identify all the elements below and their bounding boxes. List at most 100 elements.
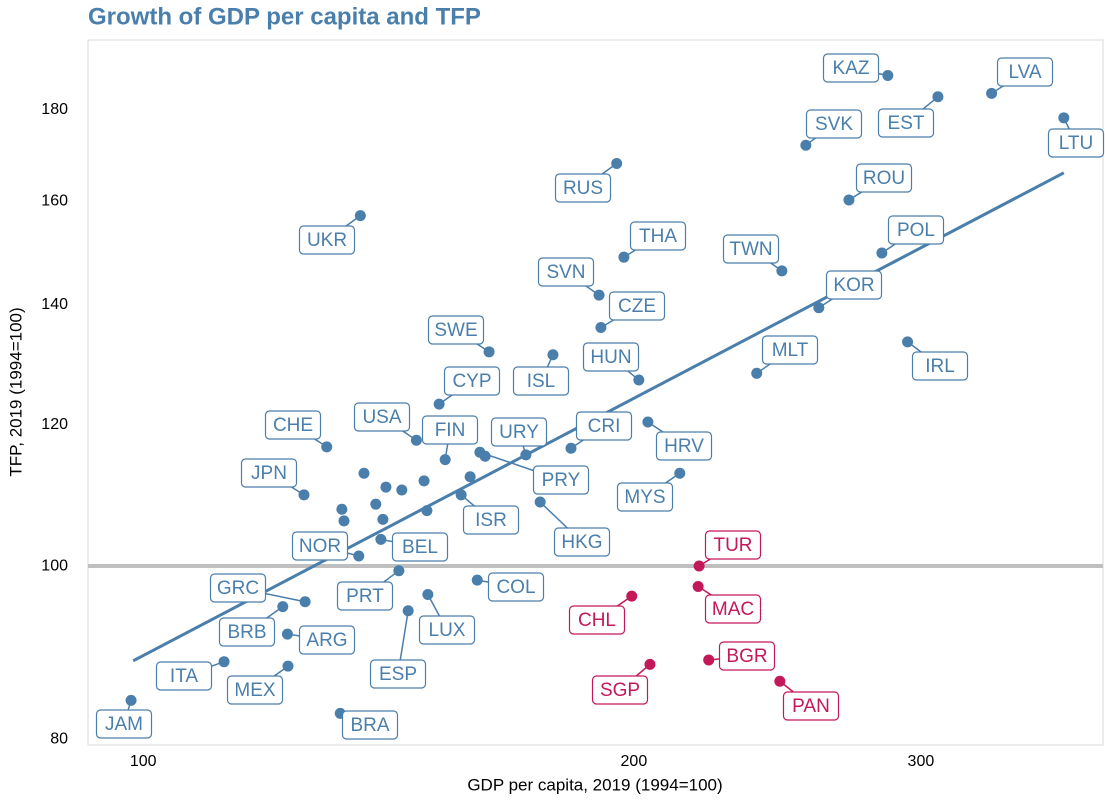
point-label: CHE: [273, 415, 313, 436]
x-tick-label: 100: [130, 753, 157, 770]
point-label: GRC: [217, 578, 259, 599]
point-label: RUS: [563, 178, 603, 199]
point-label: HUN: [590, 347, 631, 368]
label-box: [462, 505, 520, 535]
point: [693, 560, 705, 572]
point-label: FIN: [435, 420, 466, 441]
label-box: [512, 366, 570, 396]
point: [611, 158, 623, 170]
label-box: [218, 617, 276, 647]
point-label: LVA: [1008, 62, 1041, 83]
point-label: ARG: [306, 630, 347, 651]
label-box: [421, 415, 479, 445]
point-label: KAZ: [833, 58, 870, 79]
point: [633, 374, 645, 386]
x-axis-label: GDP per capita, 2019 (1994=100): [467, 775, 722, 794]
point: [565, 442, 577, 454]
point-label: MLT: [772, 340, 809, 361]
point-label: THA: [639, 226, 677, 247]
point-label: BRA: [350, 715, 389, 736]
point: [618, 251, 630, 263]
label-box: [537, 257, 595, 287]
point-label: NOR: [299, 536, 341, 557]
label-box: [655, 431, 713, 461]
point-label: KOR: [833, 275, 874, 296]
y-tick-label: 140: [41, 296, 68, 313]
point-label: LUX: [429, 620, 466, 641]
point: [644, 658, 656, 670]
point-label: BGR: [726, 646, 767, 667]
label-box: [226, 675, 284, 705]
label-box: [353, 402, 411, 432]
point: [876, 247, 888, 259]
label-box: [1047, 128, 1105, 158]
point-label: POL: [897, 220, 935, 241]
label-box: [996, 57, 1054, 87]
point: [751, 367, 763, 379]
label-box: [553, 527, 611, 557]
point-label: SVK: [815, 114, 853, 135]
point: [455, 489, 467, 501]
label-box: [616, 482, 674, 512]
point: [882, 69, 894, 81]
point: [813, 302, 825, 314]
point-label: MEX: [234, 680, 276, 701]
label-box: [722, 234, 780, 264]
point: [843, 194, 855, 206]
point: [474, 446, 486, 458]
point: [439, 454, 451, 466]
point: [471, 574, 483, 586]
label-box: [718, 641, 776, 671]
label-box: [264, 410, 322, 440]
point-label: EST: [888, 113, 925, 134]
chart-title: Growth of GDP per capita and TFP: [88, 3, 481, 30]
y-tick-label: 180: [41, 101, 68, 118]
y-tick-label: 100: [41, 557, 68, 574]
point: [902, 336, 914, 348]
point: [800, 139, 812, 151]
label-box: [341, 710, 399, 740]
point: [354, 210, 366, 222]
point-label: CRI: [588, 416, 621, 437]
point: [674, 467, 686, 479]
point-label: SWE: [434, 320, 477, 341]
point: [358, 467, 370, 479]
label-box: [490, 417, 548, 447]
point: [433, 398, 445, 410]
point-label: ROU: [863, 168, 905, 189]
label-box: [298, 225, 356, 255]
point: [336, 503, 348, 515]
point: [418, 475, 430, 487]
label-box: [887, 215, 945, 245]
point: [377, 513, 389, 525]
point-label: PRT: [346, 586, 384, 607]
label-box: [782, 691, 840, 721]
label-box: [629, 221, 687, 251]
point: [422, 588, 434, 600]
label-box: [532, 465, 590, 495]
point: [298, 489, 310, 501]
label-box: [336, 581, 394, 611]
label-box: [298, 625, 356, 655]
point: [986, 87, 998, 99]
point-label: LTU: [1059, 133, 1093, 154]
point-label: PRY: [542, 470, 581, 491]
label-box: [911, 351, 969, 381]
point-label: TWN: [729, 239, 772, 260]
label-box: [369, 659, 427, 689]
point-label: JPN: [251, 463, 287, 484]
label-box: [155, 661, 213, 691]
point-label: ITA: [170, 666, 198, 687]
label-box: [855, 163, 913, 193]
point: [299, 596, 311, 608]
point: [464, 471, 476, 483]
label-box: [391, 532, 449, 562]
point: [125, 694, 137, 706]
label-box: [582, 342, 640, 372]
point-label: BEL: [402, 537, 438, 558]
point-label: HKG: [561, 532, 602, 553]
label-box: [825, 270, 883, 300]
label-box: [822, 53, 880, 83]
point-label: USA: [362, 407, 401, 428]
